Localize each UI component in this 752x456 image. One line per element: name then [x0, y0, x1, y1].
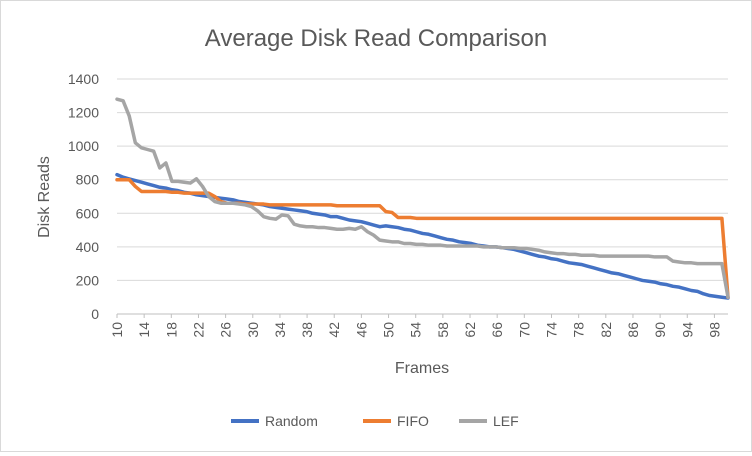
- y-tick-label: 1000: [68, 138, 99, 154]
- y-tick-label: 400: [76, 239, 100, 255]
- x-tick-label: 22: [190, 322, 206, 338]
- x-tick-label: 90: [652, 322, 668, 338]
- x-tick-label: 42: [326, 322, 342, 338]
- y-axis: 0 200 400 600 800 1000 1200 1400: [68, 71, 99, 322]
- series-lines: [115, 97, 730, 300]
- x-tick-label: 14: [136, 322, 152, 338]
- x-tick-label: 70: [516, 322, 532, 338]
- x-tick-label: 46: [353, 322, 369, 338]
- legend-label-random: Random: [265, 413, 318, 429]
- x-tick-label: 30: [245, 322, 261, 338]
- x-tick-label: 10: [109, 322, 125, 338]
- y-tick-label: 1400: [68, 71, 99, 87]
- legend-label-lef: LEF: [493, 413, 519, 429]
- series-line-lef: [115, 97, 730, 299]
- x-tick-label: 74: [543, 322, 559, 338]
- y-tick-label: 200: [76, 272, 100, 288]
- x-tick-label: 18: [163, 322, 179, 338]
- x-tick-label: 82: [598, 322, 614, 338]
- x-tick-label: 86: [625, 322, 641, 338]
- y-tick-label: 1200: [68, 105, 99, 121]
- x-tick-label: 34: [272, 322, 288, 338]
- x-tick-label: 58: [435, 322, 451, 338]
- x-tick-label: 26: [218, 322, 234, 338]
- x-axis: 10 14 18 22 26 30 34 38 42 46 50 54 58 62 66 70 74 78 82 86…: [109, 314, 722, 338]
- gridlines: [117, 78, 728, 315]
- y-tick-label: 0: [91, 306, 99, 322]
- chart-title: Average Disk Read Comparison: [205, 25, 547, 52]
- x-tick-label: 78: [571, 322, 587, 338]
- y-axis-title: Disk Reads: [36, 156, 53, 238]
- x-axis-title: Frames: [395, 360, 449, 377]
- legend: Random FIFO LEF: [231, 413, 519, 429]
- x-tick-label: 66: [489, 322, 505, 338]
- x-tick-label: 98: [706, 322, 722, 338]
- x-tick-label: 62: [462, 322, 478, 338]
- x-tick-label: 94: [679, 322, 695, 338]
- series-line-fifo: [115, 177, 730, 299]
- x-tick-label: 54: [408, 322, 424, 338]
- x-tick-label: 38: [299, 322, 315, 338]
- x-tick-label: 50: [381, 322, 397, 338]
- y-tick-label: 600: [76, 205, 100, 221]
- legend-label-fifo: FIFO: [397, 413, 429, 429]
- y-tick-label: 800: [76, 172, 100, 188]
